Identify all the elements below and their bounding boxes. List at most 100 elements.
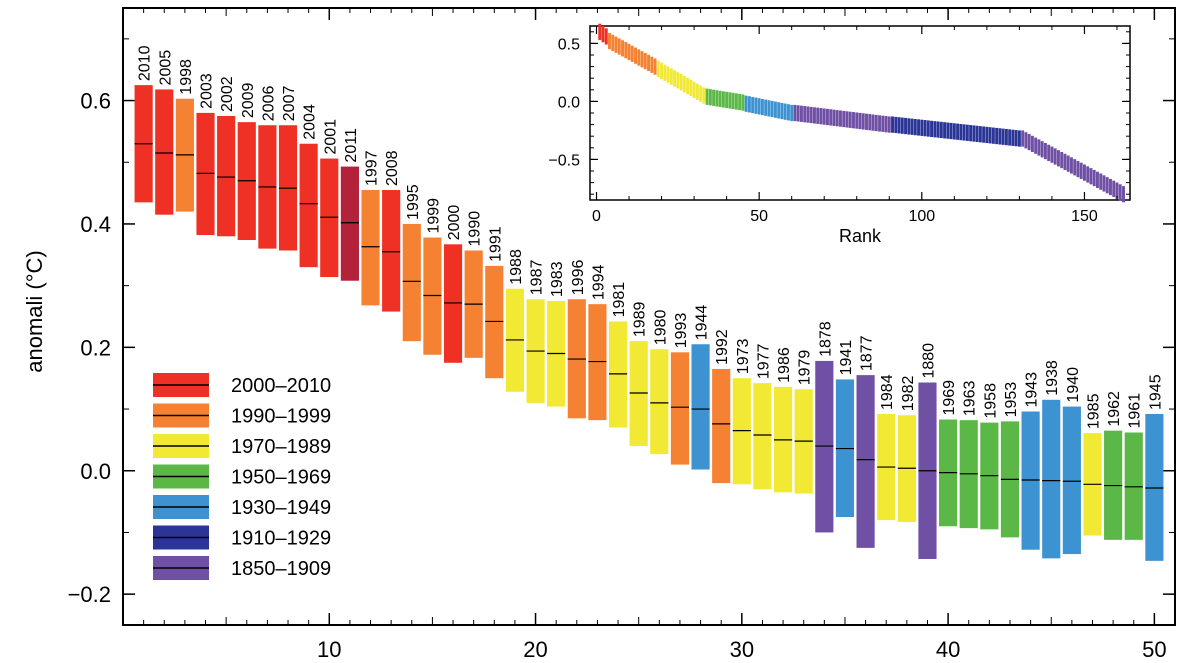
- bar-1992: [712, 368, 731, 484]
- inset-bar: [1034, 137, 1038, 154]
- inset-bar: [1099, 173, 1103, 190]
- inset-bar: [1066, 155, 1070, 172]
- inset-bar: [1063, 153, 1067, 170]
- bar-1980: [650, 349, 669, 455]
- inset-bar: [819, 108, 823, 125]
- year-label-1992: 1992: [714, 329, 731, 365]
- bar-1977: [753, 383, 772, 490]
- inset-bar: [998, 128, 1002, 145]
- inset-bar: [728, 92, 732, 109]
- inset-bar: [692, 81, 696, 99]
- bar-2005: [155, 89, 174, 215]
- inset-bar: [783, 103, 787, 120]
- inset-bar: [702, 87, 706, 104]
- inset-bar: [673, 70, 677, 87]
- year-label-1988: 1988: [508, 249, 525, 285]
- bar-1981: [608, 321, 628, 428]
- inset-bar: [725, 91, 729, 109]
- year-label-2010: 2010: [137, 45, 154, 81]
- inset-bar: [705, 88, 709, 105]
- inset-bar: [598, 23, 602, 40]
- inset-y-tick-label: 0.0: [558, 94, 580, 111]
- year-label-1984: 1984: [879, 374, 896, 410]
- inset-bar: [679, 74, 683, 91]
- inset-bar: [777, 102, 781, 119]
- inset-bar: [1109, 178, 1112, 196]
- year-label-1991: 1991: [487, 226, 504, 262]
- inset-bar: [842, 110, 846, 128]
- year-label-2004: 2004: [302, 104, 319, 140]
- inset-x-tick-label: 50: [750, 208, 768, 225]
- inset-bar: [978, 126, 982, 143]
- inset-bar: [647, 54, 651, 72]
- year-label-1981: 1981: [611, 282, 628, 318]
- inset-bar: [760, 98, 764, 116]
- bar-1973: [732, 378, 751, 485]
- inset-bar: [718, 90, 722, 107]
- inset-bar: [1086, 166, 1090, 183]
- bar-1999: [423, 237, 442, 355]
- inset-bar: [839, 110, 842, 127]
- inset-bar: [995, 127, 999, 145]
- inset-bar: [773, 101, 777, 118]
- inset-bar: [884, 116, 888, 133]
- bar-1995: [402, 223, 421, 342]
- inset-bar: [1115, 182, 1119, 199]
- y-tick-label: 0.2: [80, 335, 111, 360]
- inset-bar: [630, 45, 634, 62]
- inset-bar: [666, 66, 670, 83]
- bar-1993: [670, 352, 690, 465]
- inset-chart: 0.5 0.0 −0.5 0 50 100 150 Rank: [548, 23, 1131, 246]
- inset-bar: [757, 98, 761, 115]
- x-tick-label: 30: [730, 637, 754, 662]
- year-label-1983: 1983: [549, 261, 566, 297]
- inset-bar: [660, 62, 664, 79]
- inset-bar: [731, 92, 735, 110]
- bar-1943: [1021, 411, 1040, 550]
- year-label-1958: 1958: [982, 383, 999, 419]
- inset-bar: [855, 112, 859, 129]
- inset-bar: [643, 53, 647, 70]
- main-axes: −0.2 0.0 0.2 0.4 0.6 10 20 30 40 50: [68, 8, 1175, 662]
- bar-1944: [691, 344, 710, 470]
- year-label-1969: 1969: [941, 380, 958, 416]
- inset-bar: [1008, 129, 1012, 146]
- year-label-1977: 1977: [755, 343, 772, 379]
- inset-y-tick-label: 0.5: [558, 36, 580, 53]
- year-label-1990: 1990: [467, 211, 484, 247]
- year-label-1943: 1943: [1024, 372, 1041, 408]
- inset-bar: [751, 96, 755, 114]
- year-label-2005: 2005: [157, 50, 174, 86]
- inset-bar: [1092, 169, 1096, 187]
- year-label-1982: 1982: [900, 376, 917, 412]
- bar-1961: [1124, 432, 1143, 540]
- inset-bar: [949, 122, 953, 140]
- inset-bar: [796, 105, 800, 122]
- inset-bar: [634, 47, 638, 64]
- bar-1994: [588, 304, 607, 421]
- inset-bar: [920, 119, 924, 136]
- inset-bar: [1014, 130, 1018, 147]
- bar-2008: [382, 190, 401, 312]
- inset-bar: [904, 117, 908, 135]
- inset-y-tick-label: −0.5: [548, 152, 580, 169]
- inset-bar: [1089, 168, 1093, 185]
- inset-bar: [695, 83, 699, 100]
- inset-bar: [1060, 151, 1064, 169]
- year-label-1980: 1980: [652, 310, 669, 346]
- bar-2000: [443, 244, 463, 363]
- year-label-1996: 1996: [570, 260, 587, 296]
- inset-bar: [676, 72, 680, 89]
- bar-1989: [629, 341, 648, 447]
- inset-bar: [868, 114, 872, 131]
- inset-bar: [991, 127, 995, 144]
- inset-bar: [897, 117, 901, 134]
- inset-bar: [764, 99, 768, 116]
- inset-bar: [653, 58, 657, 75]
- inset-bar: [936, 121, 940, 138]
- inset-bar: [861, 113, 865, 130]
- inset-bar: [734, 93, 738, 110]
- inset-bar: [793, 104, 797, 122]
- year-label-1953: 1953: [1003, 382, 1020, 418]
- inset-bar: [832, 109, 836, 126]
